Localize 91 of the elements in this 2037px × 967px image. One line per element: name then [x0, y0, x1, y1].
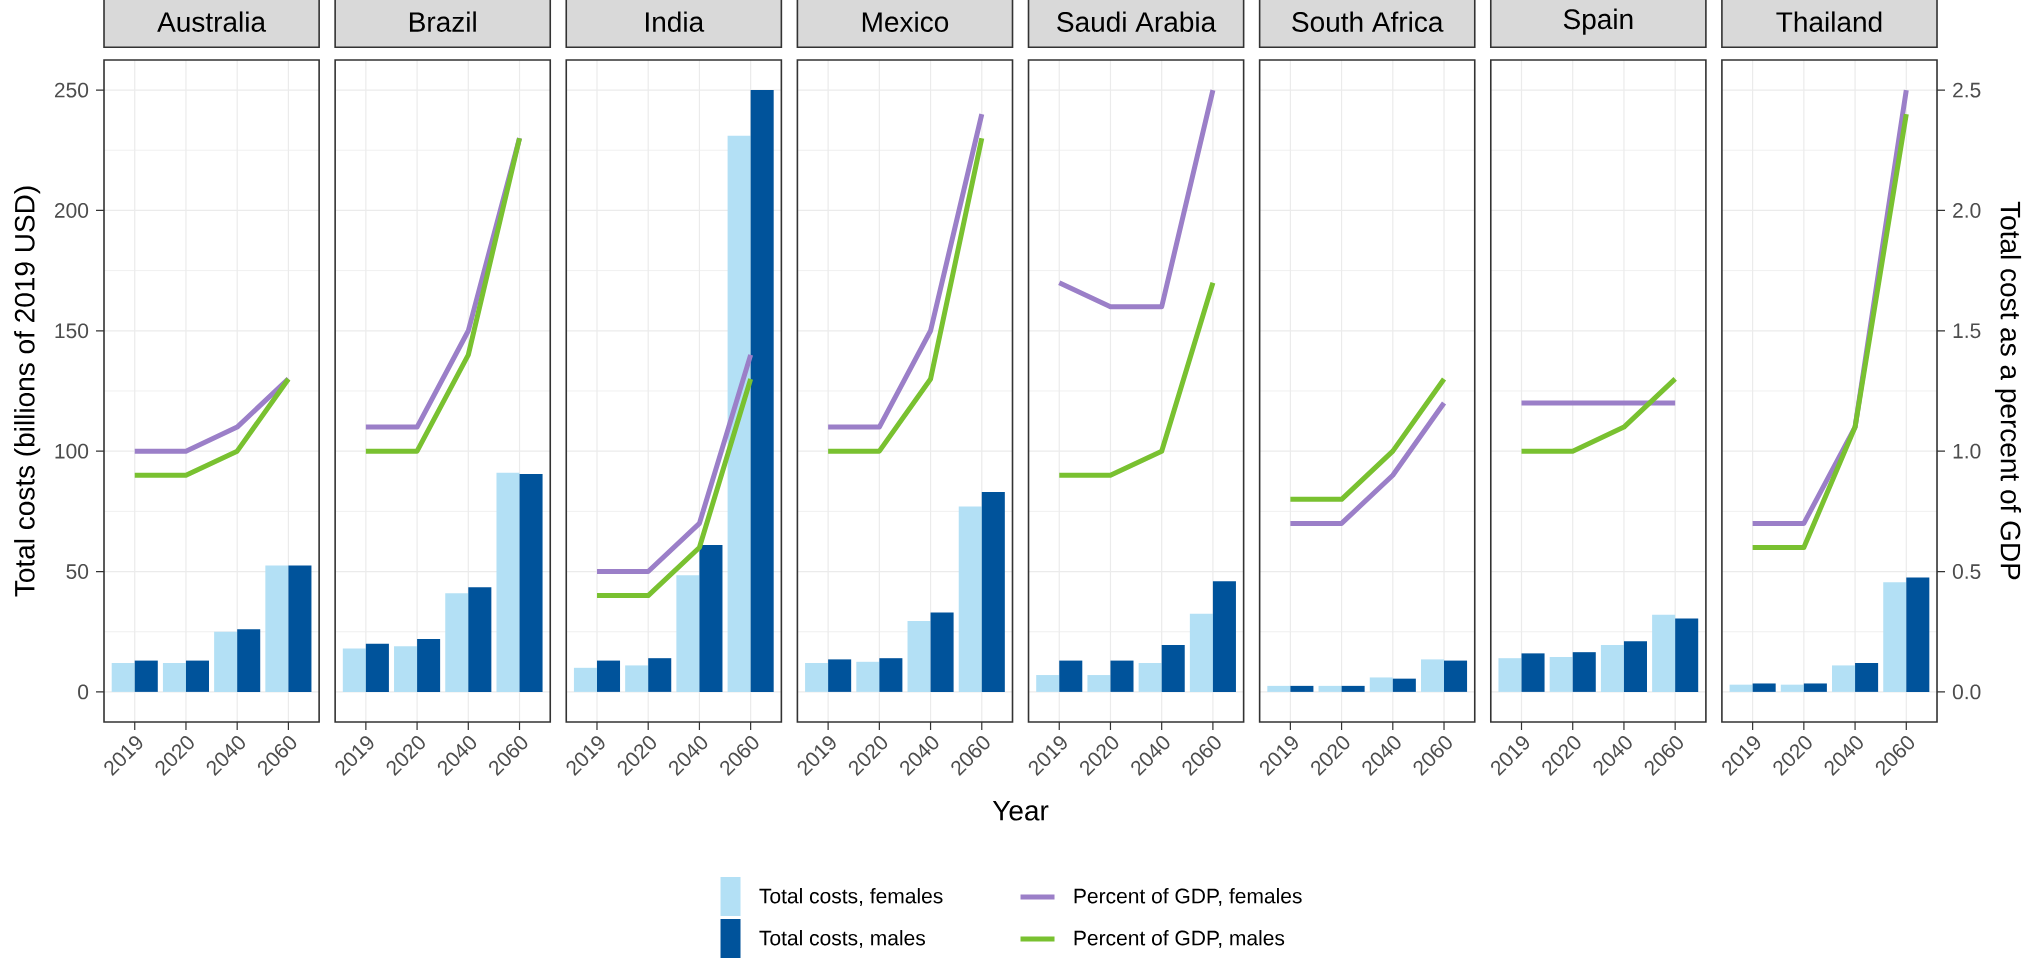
bar	[573, 667, 597, 692]
bar	[625, 665, 649, 692]
bar	[1036, 675, 1060, 692]
bar	[496, 472, 520, 692]
bar	[648, 658, 672, 692]
chart-title: India	[646, 11, 705, 32]
legend-label: Percent of GDP, females	[1074, 888, 1302, 906]
chart-title: Brazil	[409, 11, 476, 32]
y2-tick-label: 1.0	[1953, 443, 1981, 459]
bar	[342, 648, 366, 692]
bar	[468, 587, 492, 692]
bar	[1341, 685, 1365, 692]
y2-tick-label: 2.5	[1953, 82, 1981, 98]
bar	[1290, 685, 1314, 692]
bar	[1832, 665, 1856, 692]
chart-title: Thailand	[1776, 11, 1882, 32]
bar	[288, 565, 312, 692]
bar	[265, 565, 289, 692]
bar	[1906, 577, 1930, 692]
bar	[750, 90, 774, 692]
chart-title: Spain	[1563, 8, 1633, 35]
chart-title: South Africa	[1292, 11, 1444, 32]
bar	[162, 663, 186, 692]
bar	[237, 629, 261, 692]
y2-tick-label: 0.0	[1952, 684, 1981, 700]
y-tick-label: 200	[54, 203, 89, 218]
bar	[1369, 677, 1393, 692]
bar	[111, 663, 135, 692]
y-tick-label: 0	[78, 684, 89, 700]
legend-label: Total costs, females	[759, 888, 943, 906]
bar	[519, 474, 543, 692]
bar	[1675, 618, 1699, 692]
legend-label: Percent of GDP, males	[1074, 930, 1285, 948]
bar	[185, 660, 210, 692]
legend-label: Total costs, males	[759, 930, 926, 948]
bar	[805, 663, 829, 692]
bar	[1652, 614, 1676, 692]
bar	[930, 612, 954, 692]
y2-tick-label: 1.5	[1953, 323, 1981, 339]
bar	[958, 506, 982, 692]
bar	[1189, 613, 1213, 692]
y2-axis-title: Total cost as a percent of GDP	[1995, 201, 2022, 580]
bar	[676, 575, 700, 692]
bar	[856, 661, 880, 692]
bar	[1420, 659, 1445, 692]
y-tick-label: 50	[66, 564, 89, 579]
y-tick-label: 150	[55, 323, 89, 339]
bar	[214, 631, 238, 692]
y2-tick-label: 2.0	[1953, 203, 1981, 218]
y2-tick-label: 0.5	[1952, 564, 1981, 579]
bar	[1729, 684, 1753, 692]
bar	[1138, 663, 1162, 692]
bar	[1498, 658, 1522, 692]
bar	[417, 638, 441, 692]
y-tick-label: 100	[55, 443, 89, 459]
bar	[1318, 685, 1342, 692]
bar	[981, 492, 1005, 692]
bar	[727, 135, 751, 692]
bar	[1392, 678, 1416, 692]
bar	[907, 620, 931, 692]
bar	[1883, 582, 1907, 692]
bar	[1161, 644, 1185, 692]
bar	[1572, 652, 1596, 692]
bar	[1521, 653, 1545, 692]
chart-title: Mexico	[862, 11, 949, 32]
bar	[1623, 641, 1647, 692]
x-axis-title: Year	[992, 801, 1049, 821]
bar	[828, 659, 852, 692]
bar	[1059, 660, 1083, 692]
bar	[445, 593, 469, 692]
bar	[1444, 660, 1468, 692]
bar	[1600, 644, 1624, 692]
bar	[1087, 675, 1111, 692]
bar	[879, 658, 903, 692]
bar	[1855, 663, 1879, 692]
bar	[365, 643, 389, 692]
y-axis-title: Total costs (billions of 2019 USD)	[14, 186, 41, 597]
y-tick-label: 250	[54, 82, 89, 98]
bar	[1267, 685, 1291, 692]
chart-title: Saudi Arabia	[1057, 11, 1217, 32]
bar	[699, 545, 723, 692]
bar	[1549, 656, 1573, 692]
bar	[394, 646, 418, 692]
bar	[1803, 683, 1827, 692]
bar	[134, 660, 158, 692]
bar	[596, 660, 621, 692]
bar	[1780, 684, 1804, 692]
bar	[1110, 660, 1134, 692]
bar	[1212, 581, 1236, 692]
chart-title: Australia	[157, 11, 267, 32]
bar	[1752, 683, 1776, 692]
